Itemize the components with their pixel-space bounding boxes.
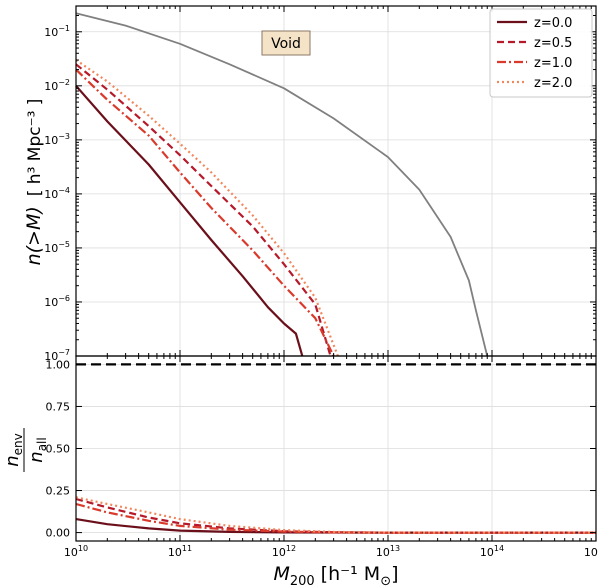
xlabel-main: M	[273, 563, 289, 585]
void-annotation: Void	[271, 36, 301, 52]
bottom-panel-series	[75, 363, 596, 534]
xlabel: M200 [h⁻¹ M⊙]	[273, 563, 398, 588]
top-ylabel: n(>M) [ h³ Mpc⁻³ ]	[23, 99, 45, 266]
top-series-line-z00	[75, 85, 304, 357]
x-tick-label: 1014	[480, 544, 504, 559]
bottom-panel-grid	[76, 356, 596, 541]
bottom-series-line-z20	[75, 496, 596, 534]
bottom-series-line-z05	[75, 497, 596, 534]
legend-label: z=0.5	[534, 36, 572, 51]
bottom-y-tick-label: 0.50	[46, 443, 71, 456]
legend-label: z=1.0	[534, 56, 572, 71]
ylabel-num-sub: env	[11, 433, 25, 455]
tick-labels: 1010 1011 1012 1013 1014 1015 10−1 10−2 10−3 10−4…	[44, 24, 598, 559]
top-y-tick-label: 10−2	[44, 78, 70, 93]
top-y-tick-label: 10−5	[44, 240, 70, 255]
x-tick-label: 1012	[272, 544, 296, 559]
top-series-line-z05	[75, 63, 332, 357]
x-tick-label: 1010	[64, 544, 88, 559]
legend: z=0.0 z=0.5 z=1.0 z=2.0	[489, 8, 593, 98]
legend-box	[489, 8, 593, 98]
ylabel-den-sub: all	[35, 437, 49, 451]
x-tick-label: 1011	[168, 544, 192, 559]
void-annotation-box	[261, 30, 311, 56]
x-tick-label: 1015	[584, 544, 598, 559]
bottom-ylabel-denominator: nall	[26, 437, 49, 462]
top-series-line-z20	[75, 59, 339, 357]
xlabel-sub: 200	[290, 574, 315, 588]
bottom-y-tick-label: 0.25	[46, 485, 71, 498]
x-tick-label: 1013	[376, 544, 400, 559]
bottom-ylabel-numerator: nenv	[2, 433, 25, 467]
xlabel-units: [h⁻¹ M	[321, 563, 381, 585]
top-y-tick-label: 10−6	[44, 294, 70, 309]
bottom-y-tick-label: 0.75	[46, 400, 71, 413]
bottom-series-line-z00	[75, 518, 596, 534]
top-series-line-ref	[75, 12, 489, 357]
legend-label: z=2.0	[534, 76, 572, 91]
top-y-tick-label: 10−4	[44, 186, 70, 201]
top-ylabel-main: n(>M)	[23, 206, 45, 265]
bottom-y-tick-label: 0.00	[46, 527, 71, 540]
bottom-ylabel: nenv nall	[2, 428, 49, 472]
top-ylabel-units: [ h³ Mpc⁻³ ]	[25, 99, 45, 197]
xlabel-close: ]	[391, 563, 398, 585]
ylabel-den-n: n	[26, 451, 47, 462]
xlabel-sun: ⊙	[380, 574, 391, 588]
ylabel-num-n: n	[2, 455, 23, 466]
top-y-tick-label: 10−3	[44, 132, 70, 147]
top-series-line-z10	[75, 68, 335, 357]
bottom-y-tick-label: 1.00	[46, 358, 71, 371]
bottom-panel-frame	[75, 355, 597, 542]
legend-label: z=0.0	[534, 16, 572, 31]
top-y-tick-label: 10−1	[44, 24, 70, 39]
top-y-tick-label: 10−7	[44, 348, 70, 363]
top-panel-series	[75, 12, 489, 357]
